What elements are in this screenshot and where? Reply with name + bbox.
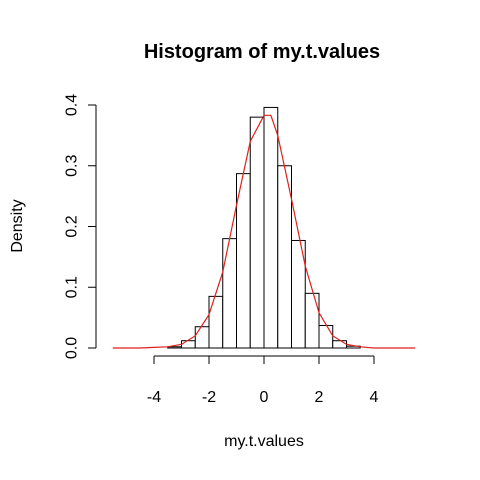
x-tick-label: 2 [315, 389, 324, 406]
histogram-bar [194, 326, 210, 349]
density-curve [112, 114, 416, 349]
x-axis-label: my.t.values [224, 433, 304, 450]
y-axis-label: Density [9, 199, 26, 252]
histogram-bar [222, 238, 237, 349]
histogram-bar [263, 106, 279, 349]
histogram-bars [167, 106, 361, 349]
y-axis: 0.0 0.1 0.2 0.3 0.4 [64, 94, 97, 359]
chart-title: Histogram of my.t.values [144, 41, 380, 63]
y-tick-label: 0.1 [64, 276, 81, 298]
y-tick-label: 0.4 [64, 94, 81, 116]
x-axis: -4 -2 0 2 4 [147, 355, 379, 406]
histogram-bar [332, 340, 347, 349]
x-tick-label: 0 [260, 389, 269, 406]
x-tick-label: 4 [370, 389, 379, 406]
y-tick-label: 0.3 [64, 155, 81, 177]
x-tick-label: -2 [202, 389, 216, 406]
histogram-bar [181, 340, 196, 349]
histogram-bar [318, 325, 334, 349]
y-tick-label: 0.0 [64, 337, 81, 359]
x-tick-label: -4 [147, 389, 161, 406]
histogram-bar [249, 116, 265, 349]
density-curve-layer [112, 114, 416, 349]
histogram-bar [208, 295, 224, 349]
y-tick-label: 0.2 [64, 215, 81, 237]
histogram-bar [304, 292, 320, 349]
histogram-bar [236, 173, 251, 349]
histogram-bar [277, 165, 292, 349]
